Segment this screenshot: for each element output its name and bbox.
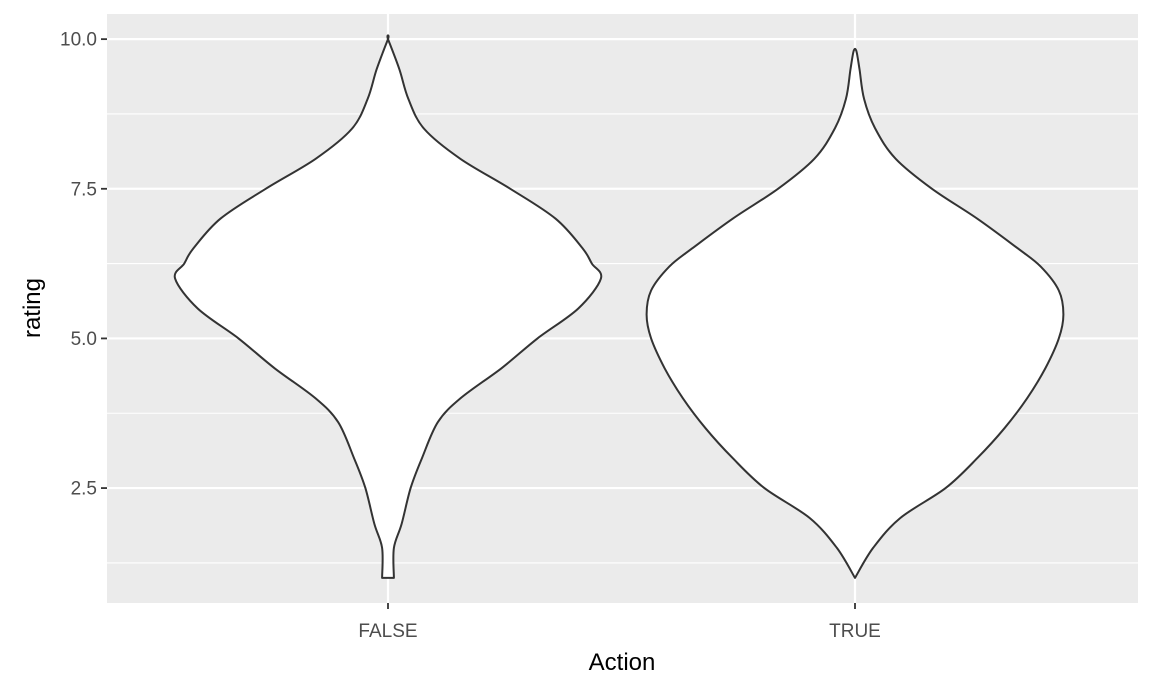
y-axis-title: rating: [19, 278, 46, 338]
x-axis-title: Action: [589, 649, 656, 676]
x-axis-ticks: FALSE TRUE: [358, 603, 881, 642]
y-tick-label: 2.5: [71, 479, 97, 500]
y-tick-label: 5.0: [71, 329, 97, 350]
y-tick-label: 7.5: [71, 179, 97, 200]
x-tick-label-false: FALSE: [358, 621, 417, 642]
violins: [173, 34, 1065, 579]
violin-true: [645, 47, 1065, 579]
y-tick-label: 10.0: [60, 30, 97, 51]
x-tick-label-true: TRUE: [829, 621, 881, 642]
y-axis-ticks: 2.5 5.0 7.5 10.0: [60, 30, 107, 500]
violin-false: [173, 34, 603, 579]
